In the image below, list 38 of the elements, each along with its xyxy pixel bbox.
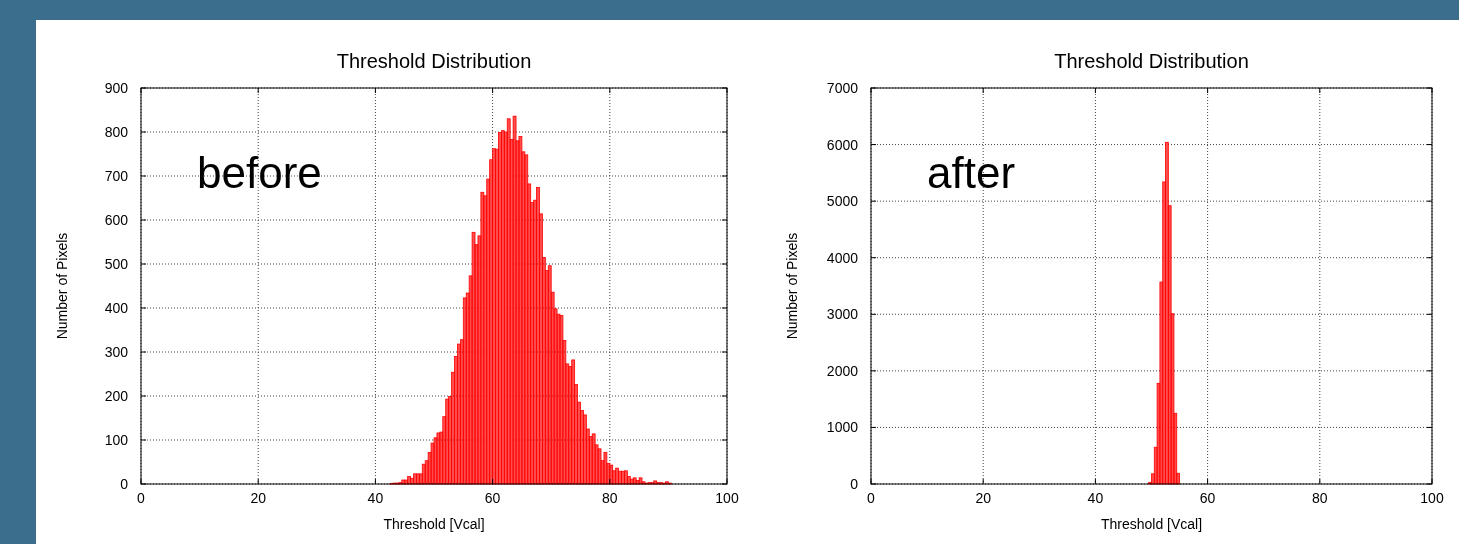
x-tick-label: 60 [484,490,501,506]
x-tick-label: 80 [602,490,618,506]
x-tick-label: 100 [1420,490,1444,506]
x-tick-label: 20 [975,490,992,506]
x-tick-label: 0 [137,490,146,506]
x-tick-label: 100 [715,490,739,506]
x-tick-label: 40 [367,490,384,506]
y-tick-label: 700 [104,168,129,184]
y-tick-label: 300 [104,344,129,360]
x-tick-label: 40 [1087,490,1104,506]
y-tick-label: 600 [104,212,129,228]
y-tick-label: 3000 [826,306,859,323]
x-tick-label: 60 [1199,490,1216,506]
chart-title: Threshold Distribution [336,50,532,72]
y-tick-label: 0 [120,476,129,492]
y-axis-title: Number of Pixels [54,232,70,340]
y-tick-label: 2000 [826,362,859,379]
y-tick-label: 100 [104,432,129,448]
annotation: after [927,148,1016,197]
x-tick-label: 0 [867,490,876,506]
x-axis-title: Threshold [Vcal] [1100,516,1203,532]
y-tick-label: 6000 [826,136,859,153]
y-tick-label: 500 [104,256,129,272]
y-tick-label: 5000 [826,193,859,210]
y-tick-label: 1000 [826,419,859,436]
y-tick-label: 200 [104,388,129,404]
y-tick-label: 7000 [826,80,859,96]
y-tick-label: 400 [104,300,129,316]
y-tick-label: 4000 [826,249,859,266]
y-tick-label: 900 [104,80,129,96]
y-tick-label: 0 [850,476,859,492]
y-axis-title: Number of Pixels [784,232,800,340]
y-tick-label: 800 [104,124,129,140]
annotation: before [197,148,322,197]
x-axis-title: Threshold [Vcal] [383,516,485,532]
x-tick-label: 80 [1312,490,1328,506]
x-tick-label: 20 [250,490,267,506]
chart-title: Threshold Distribution [1054,50,1249,72]
